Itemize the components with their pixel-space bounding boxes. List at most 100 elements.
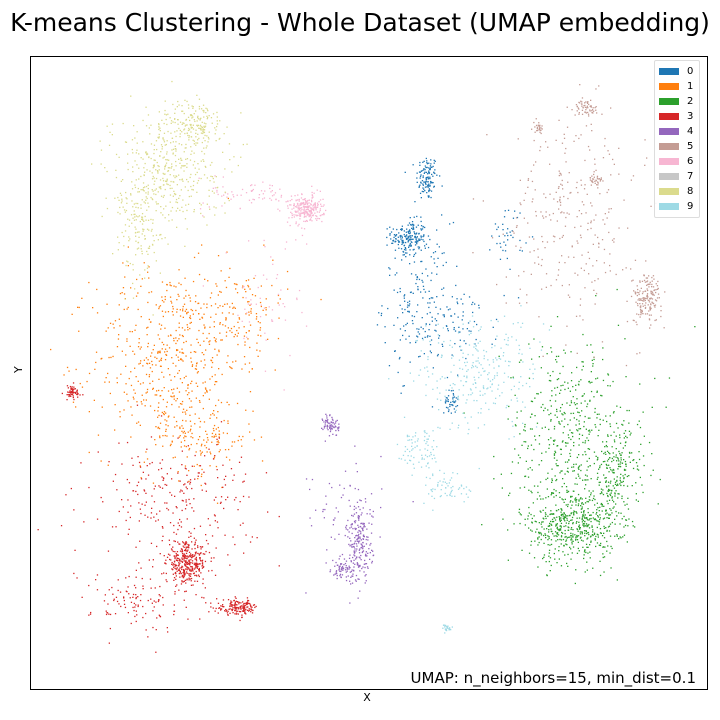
data-point xyxy=(322,205,324,207)
data-point xyxy=(232,612,234,614)
data-point xyxy=(116,377,118,379)
data-point xyxy=(641,299,643,301)
data-point xyxy=(603,517,606,519)
data-point xyxy=(188,547,190,549)
data-point xyxy=(279,210,281,212)
data-point xyxy=(139,383,142,385)
data-point xyxy=(589,551,591,553)
data-point xyxy=(181,359,183,361)
data-point xyxy=(340,576,342,578)
data-point xyxy=(369,558,371,560)
data-point xyxy=(465,342,467,345)
data-point xyxy=(575,504,577,506)
data-point xyxy=(184,590,186,593)
data-point xyxy=(459,339,461,341)
data-point xyxy=(601,341,604,343)
data-point xyxy=(557,534,560,536)
data-point xyxy=(303,209,305,211)
data-point xyxy=(409,229,411,231)
data-point xyxy=(164,502,166,504)
data-point xyxy=(318,211,320,213)
data-point xyxy=(639,290,641,292)
data-point xyxy=(652,302,654,304)
data-point xyxy=(149,367,152,369)
data-point xyxy=(405,247,407,250)
data-point xyxy=(161,459,164,461)
data-point xyxy=(571,246,573,248)
data-point xyxy=(214,187,217,189)
data-point xyxy=(362,527,364,529)
data-point xyxy=(419,177,421,179)
data-point xyxy=(176,387,178,389)
data-point xyxy=(210,117,213,119)
data-point xyxy=(238,601,240,604)
data-point xyxy=(348,568,350,570)
data-point xyxy=(220,421,223,423)
data-point xyxy=(235,609,237,611)
data-point xyxy=(237,439,239,442)
data-point xyxy=(170,443,172,445)
data-point xyxy=(207,439,209,441)
data-point xyxy=(181,550,184,552)
data-point xyxy=(180,446,182,448)
data-point xyxy=(556,516,558,518)
data-point xyxy=(322,510,324,513)
data-point xyxy=(407,237,409,239)
data-point xyxy=(415,274,417,276)
data-point xyxy=(563,518,565,521)
data-point xyxy=(585,428,587,430)
data-point xyxy=(250,202,253,204)
data-point xyxy=(227,422,229,424)
data-point xyxy=(602,358,604,361)
data-point xyxy=(550,219,552,221)
data-point xyxy=(596,542,599,544)
data-point xyxy=(246,597,249,599)
data-point xyxy=(133,584,136,587)
data-point xyxy=(505,302,507,304)
data-point xyxy=(563,349,565,351)
data-point xyxy=(641,312,643,314)
data-point xyxy=(574,404,577,406)
data-point xyxy=(193,544,196,546)
data-point xyxy=(176,557,178,559)
data-point xyxy=(561,184,563,186)
data-point xyxy=(388,365,391,367)
data-point xyxy=(204,381,206,383)
data-point xyxy=(406,234,408,236)
data-point xyxy=(202,285,204,287)
data-point xyxy=(589,557,591,559)
data-point xyxy=(200,484,202,487)
data-point xyxy=(594,498,596,501)
data-point xyxy=(195,562,197,564)
data-point xyxy=(578,108,580,110)
data-point xyxy=(350,540,352,542)
data-point xyxy=(219,449,221,451)
data-point xyxy=(244,308,246,310)
data-point xyxy=(178,359,180,361)
data-point xyxy=(272,259,274,261)
data-point xyxy=(119,591,122,593)
data-point xyxy=(218,441,220,444)
data-point xyxy=(565,535,567,538)
data-point xyxy=(602,556,604,559)
data-point xyxy=(72,401,75,403)
data-point xyxy=(173,531,175,534)
data-point xyxy=(589,382,591,384)
data-point xyxy=(197,574,200,576)
data-point xyxy=(576,499,578,501)
data-point xyxy=(202,582,204,585)
data-point xyxy=(613,411,615,413)
data-point xyxy=(561,498,563,500)
data-point xyxy=(586,405,588,408)
data-point xyxy=(416,172,418,174)
data-point xyxy=(317,204,319,206)
data-point xyxy=(531,128,533,130)
data-point xyxy=(501,487,503,489)
data-point xyxy=(530,273,532,275)
data-point xyxy=(552,533,554,535)
data-point xyxy=(407,230,409,233)
data-point xyxy=(617,468,619,470)
data-point xyxy=(156,357,158,360)
data-point xyxy=(558,208,560,210)
data-point xyxy=(609,493,611,495)
